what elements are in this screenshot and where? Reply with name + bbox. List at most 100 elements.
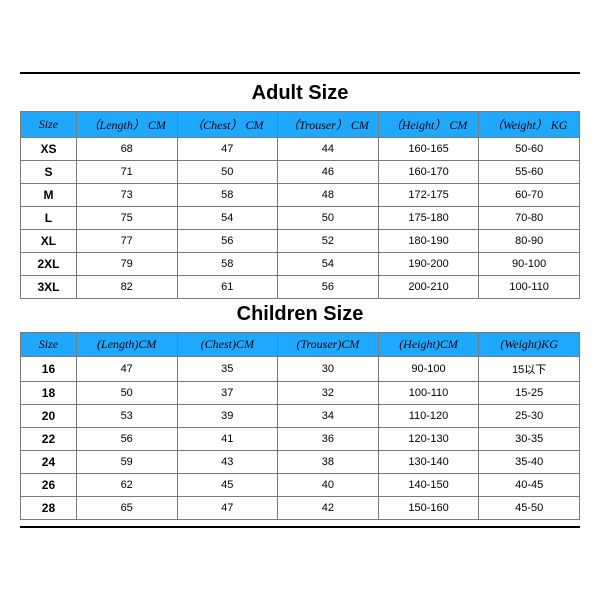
adult-cell: 55-60 (479, 161, 580, 184)
children-cell: 40 (278, 474, 379, 497)
adult-cell: 77 (76, 230, 177, 253)
children-cell: 56 (76, 428, 177, 451)
adult-cell: 70-80 (479, 207, 580, 230)
children-row: 1647353090-10015以下 (21, 357, 580, 382)
children-cell: 30 (278, 357, 379, 382)
children-cell: 59 (76, 451, 177, 474)
children-cell: 100-110 (378, 382, 479, 405)
adult-cell: 50 (177, 161, 278, 184)
adult-cell: 54 (177, 207, 278, 230)
children-cell: 20 (21, 405, 77, 428)
children-row: 18503732100-11015-25 (21, 382, 580, 405)
adult-cell: 100-110 (479, 276, 580, 299)
children-cell: 16 (21, 357, 77, 382)
adult-cell: 58 (177, 253, 278, 276)
adult-row: L755450175-18070-80 (21, 207, 580, 230)
adult-cell: 2XL (21, 253, 77, 276)
adult-cell: 58 (177, 184, 278, 207)
adult-col-3: （Trouser） CM (278, 112, 379, 138)
adult-cell: 160-165 (378, 138, 479, 161)
adult-cell: 71 (76, 161, 177, 184)
adult-cell: 75 (76, 207, 177, 230)
children-cell: 15-25 (479, 382, 580, 405)
children-cell: 65 (76, 497, 177, 520)
adult-col-5: （Weight） KG (479, 112, 580, 138)
children-col-4: (Height)CM (378, 333, 479, 357)
adult-cell: 48 (278, 184, 379, 207)
adult-cell: 90-100 (479, 253, 580, 276)
adult-cell: XS (21, 138, 77, 161)
size-chart: Adult Size Size（Length） CM（Chest） CM（Tro… (20, 72, 580, 528)
children-col-2: (Chest)CM (177, 333, 278, 357)
children-cell: 130-140 (378, 451, 479, 474)
adult-cell: 56 (278, 276, 379, 299)
adult-cell: M (21, 184, 77, 207)
adult-cell: 61 (177, 276, 278, 299)
adult-col-4: （Height） CM (378, 112, 479, 138)
children-cell: 36 (278, 428, 379, 451)
adult-table: Size（Length） CM（Chest） CM（Trouser） CM（He… (20, 111, 580, 299)
children-cell: 50 (76, 382, 177, 405)
adult-cell: 82 (76, 276, 177, 299)
adult-cell: 73 (76, 184, 177, 207)
adult-cell: 68 (76, 138, 177, 161)
children-row: 28654742150-16045-50 (21, 497, 580, 520)
adult-cell: 47 (177, 138, 278, 161)
adult-cell: 79 (76, 253, 177, 276)
children-table: Size(Length)CM(Chest)CM(Trouser)CM(Heigh… (20, 332, 580, 520)
children-cell: 15以下 (479, 357, 580, 382)
adult-cell: 175-180 (378, 207, 479, 230)
children-cell: 42 (278, 497, 379, 520)
children-cell: 30-35 (479, 428, 580, 451)
children-cell: 32 (278, 382, 379, 405)
children-cell: 90-100 (378, 357, 479, 382)
children-cell: 47 (76, 357, 177, 382)
children-cell: 22 (21, 428, 77, 451)
children-cell: 35-40 (479, 451, 580, 474)
adult-cell: 52 (278, 230, 379, 253)
adult-title: Adult Size (20, 78, 580, 111)
adult-cell: 54 (278, 253, 379, 276)
children-cell: 38 (278, 451, 379, 474)
adult-cell: 3XL (21, 276, 77, 299)
children-cell: 47 (177, 497, 278, 520)
adult-header-row: Size（Length） CM（Chest） CM（Trouser） CM（He… (21, 112, 580, 138)
children-header-row: Size(Length)CM(Chest)CM(Trouser)CM(Heigh… (21, 333, 580, 357)
adult-cell: 50-60 (479, 138, 580, 161)
adult-cell: 60-70 (479, 184, 580, 207)
adult-cell: 180-190 (378, 230, 479, 253)
children-cell: 110-120 (378, 405, 479, 428)
adult-col-0: Size (21, 112, 77, 138)
adult-col-1: （Length） CM (76, 112, 177, 138)
children-row: 26624540140-15040-45 (21, 474, 580, 497)
adult-cell: 190-200 (378, 253, 479, 276)
adult-cell: S (21, 161, 77, 184)
children-col-0: Size (21, 333, 77, 357)
adult-cell: 160-170 (378, 161, 479, 184)
adult-cell: L (21, 207, 77, 230)
children-col-5: (Weight)KG (479, 333, 580, 357)
children-cell: 24 (21, 451, 77, 474)
adult-row: 2XL795854190-20090-100 (21, 253, 580, 276)
children-cell: 37 (177, 382, 278, 405)
children-cell: 43 (177, 451, 278, 474)
children-cell: 34 (278, 405, 379, 428)
adult-row: 3XL826156200-210100-110 (21, 276, 580, 299)
adult-col-2: （Chest） CM (177, 112, 278, 138)
adult-row: M735848172-17560-70 (21, 184, 580, 207)
adult-row: XL775652180-19080-90 (21, 230, 580, 253)
children-cell: 35 (177, 357, 278, 382)
children-cell: 40-45 (479, 474, 580, 497)
children-title: Children Size (20, 299, 580, 332)
children-cell: 45-50 (479, 497, 580, 520)
children-cell: 140-150 (378, 474, 479, 497)
adult-cell: XL (21, 230, 77, 253)
children-row: 20533934110-12025-30 (21, 405, 580, 428)
children-cell: 53 (76, 405, 177, 428)
children-row: 22564136120-13030-35 (21, 428, 580, 451)
adult-cell: 46 (278, 161, 379, 184)
children-cell: 45 (177, 474, 278, 497)
children-cell: 150-160 (378, 497, 479, 520)
children-cell: 18 (21, 382, 77, 405)
children-cell: 120-130 (378, 428, 479, 451)
